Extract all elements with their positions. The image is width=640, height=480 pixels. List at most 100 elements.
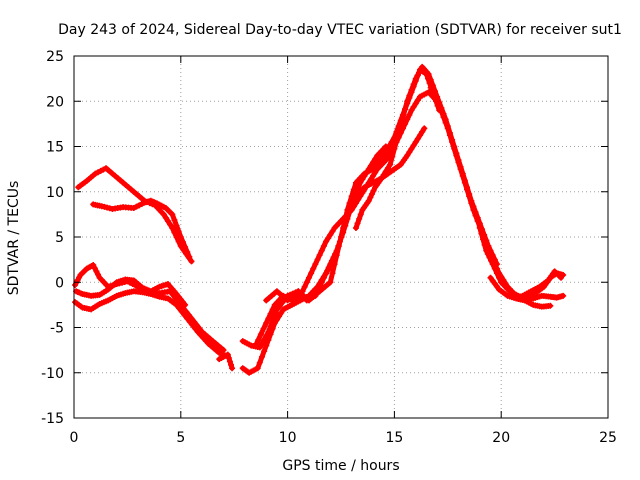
data-point: [352, 224, 359, 231]
data-point: [179, 238, 186, 245]
data-point: [484, 250, 491, 257]
data-point: [256, 344, 263, 351]
data-point: [464, 186, 471, 193]
data-point: [404, 116, 411, 123]
data-point: [342, 215, 349, 222]
data-point: [406, 149, 413, 156]
data-point: [395, 129, 402, 136]
data-point: [258, 340, 265, 347]
data-point: [496, 274, 503, 281]
data-point: [357, 211, 364, 218]
data-point: [258, 353, 265, 360]
y-tick-label: 15: [46, 140, 64, 156]
data-point: [191, 318, 198, 325]
data-point: [261, 336, 268, 343]
y-tick-label: -15: [41, 411, 64, 427]
data-point: [344, 211, 351, 218]
data-point: [164, 218, 171, 225]
data-point: [276, 313, 283, 320]
data-point: [421, 125, 428, 132]
series-arc-16: [519, 268, 565, 299]
data-point: [95, 271, 102, 278]
data-point: [167, 221, 174, 228]
data-point: [338, 234, 344, 240]
data-point: [384, 164, 391, 171]
data-point: [455, 159, 462, 166]
x-tick-label: 10: [279, 430, 297, 446]
data-point: [325, 235, 332, 242]
data-point: [269, 306, 276, 313]
data-point: [489, 261, 496, 268]
data-point: [255, 336, 262, 343]
data-point: [160, 211, 167, 218]
data-point: [451, 145, 458, 152]
y-tick-label: 25: [46, 49, 64, 65]
data-point: [252, 342, 259, 349]
data-point: [331, 261, 338, 268]
y-tick-label: 10: [46, 185, 64, 201]
data-point: [408, 86, 415, 93]
data-points: [72, 63, 567, 376]
data-point: [196, 325, 203, 332]
x-tick-label: 25: [599, 430, 617, 446]
series-arc-5: [73, 276, 189, 308]
y-tick-label: 0: [55, 275, 64, 291]
data-point: [457, 166, 464, 173]
data-point: [318, 247, 325, 254]
data-point: [177, 234, 184, 240]
data-point: [182, 301, 189, 308]
x-axis-label: GPS time / hours: [282, 458, 399, 474]
data-point: [175, 228, 182, 235]
data-point: [372, 169, 379, 176]
data-point: [188, 315, 195, 322]
data-point: [269, 317, 276, 324]
data-point: [171, 229, 178, 236]
data-point: [348, 202, 355, 209]
data-point: [474, 218, 481, 225]
data-point: [346, 206, 353, 213]
data-point: [303, 279, 310, 286]
data-point: [382, 157, 389, 164]
x-tick-label: 20: [492, 430, 510, 446]
y-tick-label: 20: [46, 94, 64, 110]
data-point: [378, 155, 385, 162]
data-point: [322, 271, 329, 278]
data-point: [324, 267, 331, 274]
data-point: [320, 243, 327, 250]
data-point: [408, 107, 415, 114]
data-point: [225, 355, 232, 362]
data-point: [380, 152, 387, 159]
data-point: [310, 265, 317, 272]
data-point: [329, 270, 336, 277]
data-point: [226, 358, 233, 365]
data-point: [397, 122, 404, 129]
data-point: [365, 197, 372, 204]
data-point: [491, 265, 498, 272]
data-point: [431, 93, 438, 100]
data-point: [414, 97, 421, 104]
data-point: [404, 152, 411, 159]
data-point: [257, 331, 264, 338]
data-point: [350, 197, 357, 204]
data-point: [399, 114, 406, 121]
data-point: [419, 128, 426, 135]
data-point: [387, 161, 394, 168]
data-point: [173, 222, 180, 229]
data-point: [183, 308, 190, 315]
y-tick-label: 5: [55, 230, 64, 246]
data-point: [370, 159, 377, 166]
data-point: [461, 179, 468, 186]
data-point: [185, 312, 192, 319]
data-point: [404, 98, 411, 105]
data-point: [427, 84, 434, 91]
data-point: [267, 323, 274, 330]
data-point: [410, 103, 417, 110]
data-point: [478, 230, 485, 237]
data-point: [350, 186, 357, 193]
data-point: [459, 172, 466, 179]
axis-ticks: 0 5 10 15 20 25 -15 -10 -5 0 5 10 15 20 25: [41, 49, 617, 446]
data-point: [93, 268, 100, 275]
data-point: [370, 166, 377, 173]
